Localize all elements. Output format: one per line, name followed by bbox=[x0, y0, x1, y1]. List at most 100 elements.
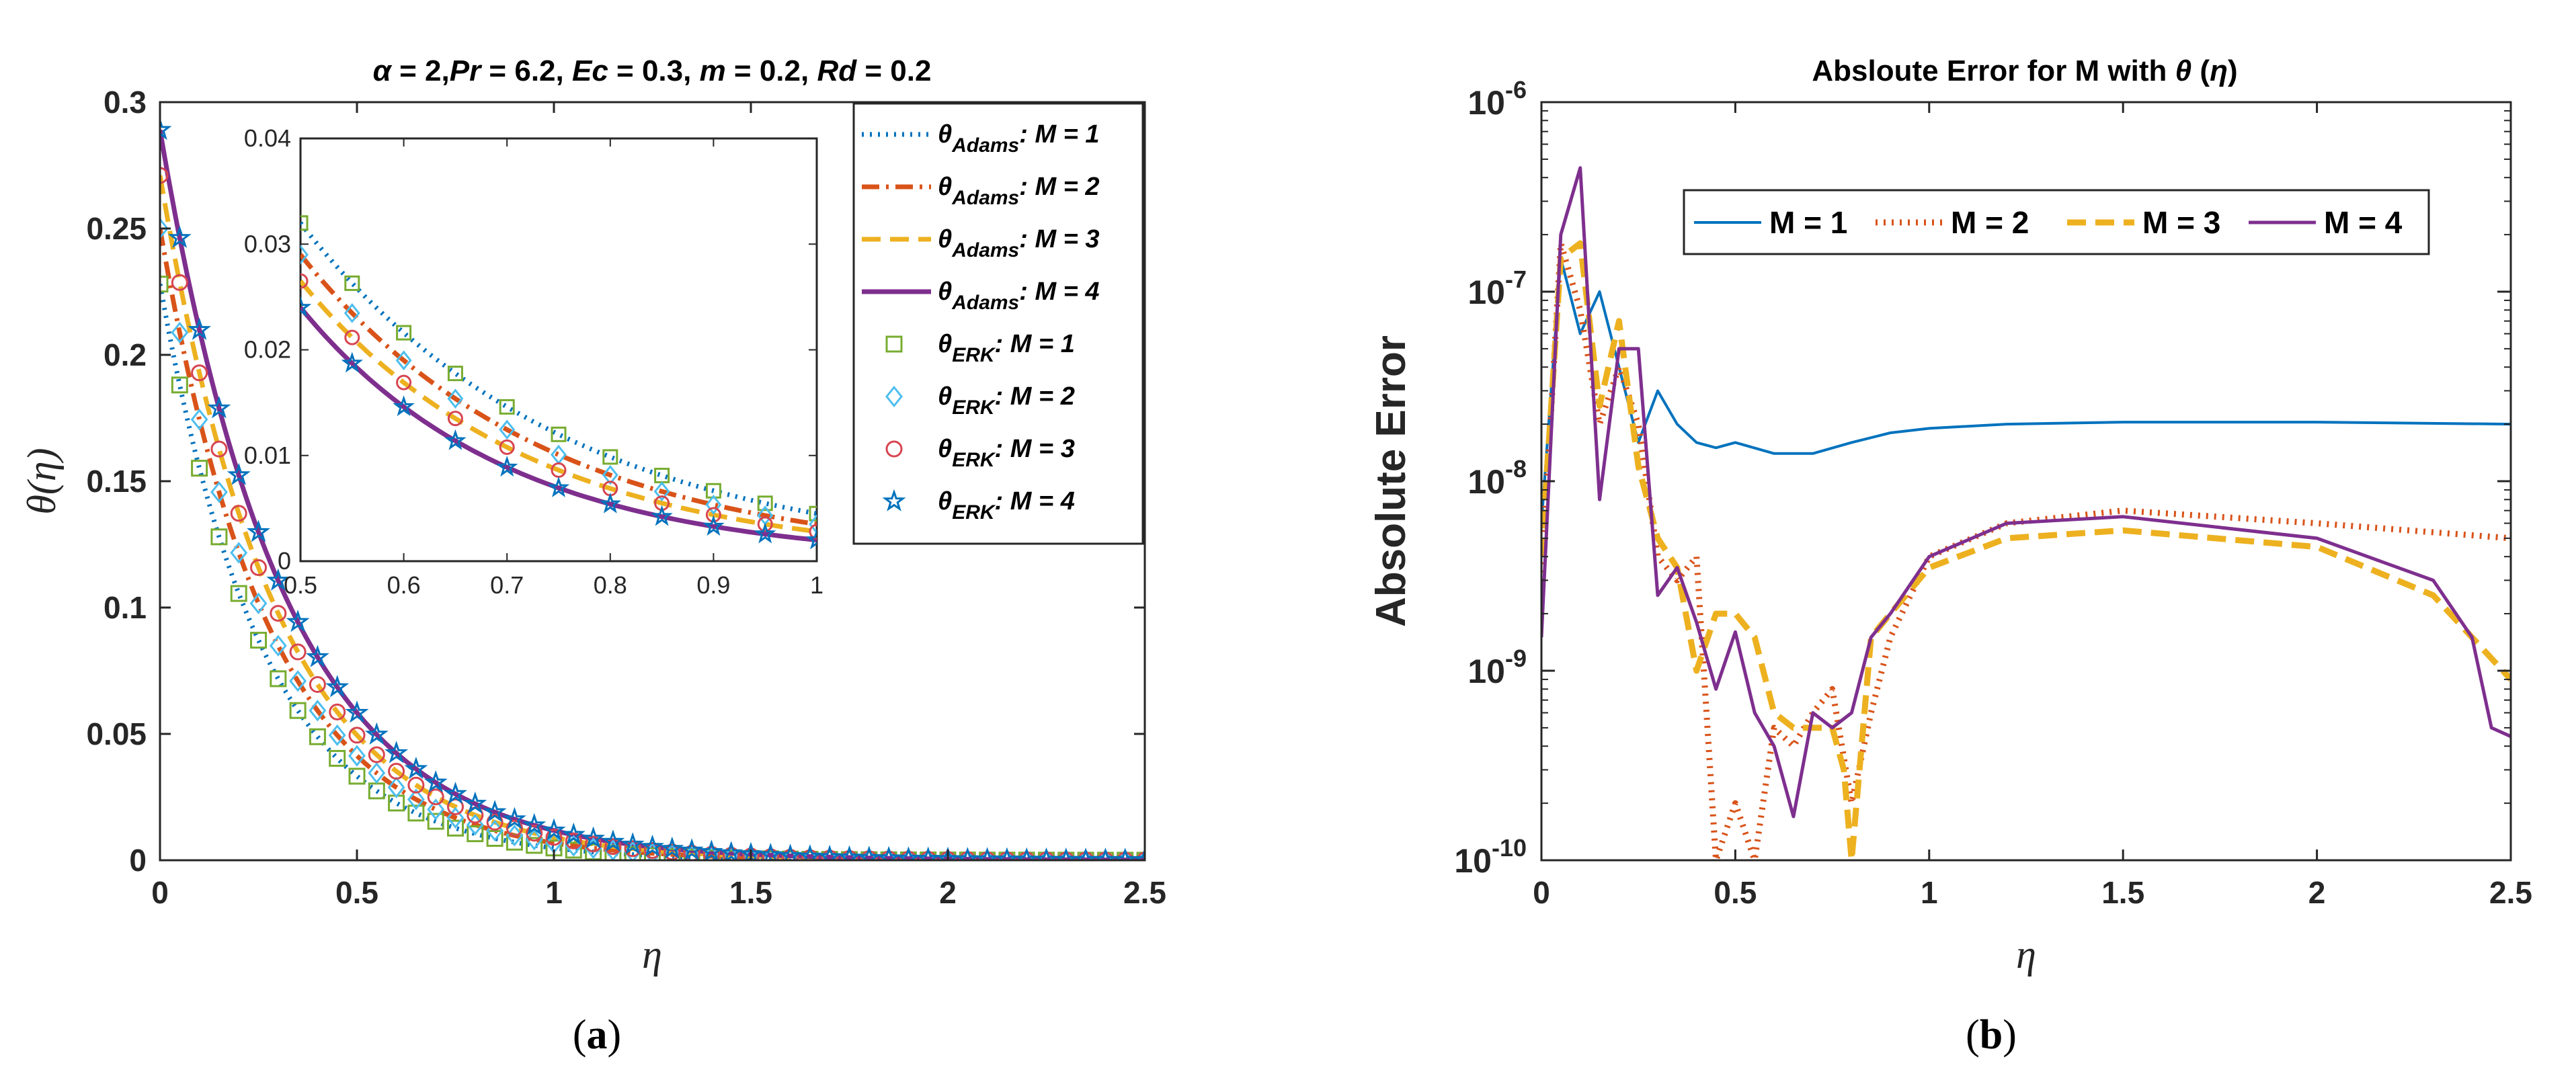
marker-erk-m1 bbox=[230, 585, 247, 602]
marker-erk-m3 bbox=[506, 819, 523, 837]
legend-item-a-2: θAdams: M = 2 bbox=[862, 173, 1100, 209]
y-tick-label: 0.15 bbox=[86, 464, 147, 499]
chart-b-ticks: 0 0.5 1 1.5 2 2.5 10-10 10-9 10-8 10-7 10-6 bbox=[1454, 76, 2532, 910]
marker-erk-m4 bbox=[1035, 847, 1058, 860]
marker-erk-m4 bbox=[286, 610, 310, 632]
marker-erk-m4 bbox=[424, 770, 448, 793]
marker-erk-m4 bbox=[1133, 847, 1145, 860]
marker-erk-m3 bbox=[250, 558, 267, 576]
y-tick-label: 0 bbox=[129, 843, 147, 878]
marker-erk-m2 bbox=[427, 798, 445, 821]
inset-marker-erk-m3 bbox=[344, 329, 360, 345]
marker-erk-m4 bbox=[699, 839, 723, 860]
y-tick-label: 0.1 bbox=[104, 590, 147, 625]
x-tick-label: 2 bbox=[2308, 875, 2326, 910]
legend-label: θERK: M = 1 bbox=[938, 330, 1075, 366]
marker-erk-m4 bbox=[227, 462, 251, 485]
marker-erk-m2 bbox=[249, 592, 268, 614]
legend-item-a-4: θAdams: M = 4 bbox=[862, 278, 1100, 314]
marker-erk-m1 bbox=[486, 829, 504, 847]
marker-erk-m4 bbox=[385, 741, 409, 763]
inset-marker-erk-m4 bbox=[495, 456, 518, 477]
inset-marker-erk-m4 bbox=[393, 395, 415, 417]
legend-item-a-6: θERK: M = 2 bbox=[885, 382, 1075, 419]
marker-erk-m4 bbox=[719, 841, 743, 860]
inset-x-tick-label: 0.5 bbox=[284, 571, 317, 599]
marker-erk-m4 bbox=[542, 818, 566, 841]
inset-marker-erk-m3 bbox=[396, 374, 412, 390]
marker-erk-m3 bbox=[545, 829, 563, 846]
marker-erk-m3 bbox=[309, 675, 326, 693]
marker-erk-m2 bbox=[190, 409, 208, 431]
marker-erk-m2 bbox=[387, 776, 405, 798]
marker-erk-m2 bbox=[160, 217, 169, 240]
marker-erk-m4 bbox=[1074, 847, 1098, 860]
chart-a: α = 2,Pr = 6.2, Ec = 0.3, m = 0.2, Rd = … bbox=[19, 54, 1166, 1058]
inset-marker-erk-m4 bbox=[341, 351, 364, 373]
marker-erk-m4 bbox=[364, 722, 389, 745]
marker-erk-m4 bbox=[444, 782, 467, 804]
marker-erk-m3 bbox=[368, 746, 385, 763]
marker-erk-m4 bbox=[936, 846, 960, 860]
legend-marker bbox=[885, 440, 903, 458]
marker-erk-m4 bbox=[680, 838, 704, 860]
marker-erk-m3 bbox=[447, 798, 464, 815]
marker-erk-m1 bbox=[191, 460, 208, 477]
marker-erk-m3 bbox=[230, 505, 247, 522]
marker-erk-m2 bbox=[309, 700, 327, 722]
inset-marker-erk-m4 bbox=[300, 296, 312, 317]
marker-erk-m1 bbox=[171, 376, 188, 394]
marker-erk-m3 bbox=[585, 835, 602, 853]
x-tick-label: 1.5 bbox=[729, 875, 772, 910]
x-tick-label: 2.5 bbox=[2489, 875, 2532, 910]
x-tick-label: 1 bbox=[1921, 875, 1938, 910]
legend-label: M = 2 bbox=[1951, 205, 2029, 240]
marker-erk-m4 bbox=[857, 845, 881, 860]
panel-label-a: (a) bbox=[573, 1012, 621, 1058]
legend-item-b-2: M = 2 bbox=[1876, 205, 2029, 240]
marker-erk-m4 bbox=[167, 225, 192, 248]
y-tick-label: 0.3 bbox=[104, 85, 147, 120]
inset-marker-erk-m4 bbox=[599, 492, 622, 513]
marker-erk-m4 bbox=[758, 842, 782, 860]
marker-erk-m2 bbox=[348, 745, 366, 767]
y-tick-label: 0.2 bbox=[104, 337, 147, 372]
legend-label: θERK: M = 4 bbox=[938, 487, 1075, 524]
marker-erk-m3 bbox=[407, 776, 425, 794]
inset-marker-erk-m1 bbox=[757, 495, 773, 511]
marker-erk-m2 bbox=[269, 634, 287, 657]
marker-erk-m2 bbox=[407, 788, 425, 811]
marker-erk-m4 bbox=[207, 396, 231, 419]
marker-erk-m2 bbox=[210, 481, 228, 503]
marker-erk-m1 bbox=[427, 813, 444, 830]
marker-erk-m3 bbox=[723, 847, 740, 860]
inset-markers-erk-m3 bbox=[300, 273, 817, 540]
inset-x-tick-label: 0.8 bbox=[594, 571, 627, 599]
marker-erk-m3 bbox=[289, 643, 307, 661]
y-tick-label: 0.25 bbox=[86, 211, 147, 246]
legend-label: θAdams: M = 2 bbox=[938, 173, 1100, 209]
inset-line-adams-m3 bbox=[300, 280, 817, 534]
inset-axes-box bbox=[299, 137, 818, 563]
inset-marker-erk-m2 bbox=[499, 419, 516, 440]
marker-erk-m1 bbox=[309, 728, 326, 745]
marker-erk-m3 bbox=[644, 841, 661, 859]
inset-marker-erk-m2 bbox=[395, 350, 412, 371]
marker-erk-m3 bbox=[329, 703, 346, 720]
inset-marker-erk-m4 bbox=[444, 429, 467, 450]
panel-label-b: (b) bbox=[1966, 1012, 2017, 1058]
marker-erk-m4 bbox=[247, 520, 270, 542]
marker-erk-m3 bbox=[604, 838, 622, 856]
inset-marker-erk-m3 bbox=[705, 507, 721, 523]
marker-erk-m2 bbox=[860, 848, 878, 860]
marker-erk-m2 bbox=[880, 848, 898, 860]
marker-erk-m4 bbox=[483, 800, 507, 823]
marker-erk-m3 bbox=[191, 364, 208, 382]
inset-markers-erk-m4 bbox=[300, 296, 817, 550]
legend-item-a-5: θERK: M = 1 bbox=[885, 330, 1075, 366]
legend-label: θAdams: M = 4 bbox=[938, 278, 1100, 314]
marker-erk-m3 bbox=[782, 849, 799, 860]
chart-a-ticks: 0 0.5 1 1.5 2 2.500.050.10.150.20.250.3 bbox=[86, 85, 1166, 910]
chart-a-inset: 0.5 0.6 0.7 0.8 0.9 1 0 0.01 0.02 0.03 0.04 bbox=[244, 124, 823, 599]
